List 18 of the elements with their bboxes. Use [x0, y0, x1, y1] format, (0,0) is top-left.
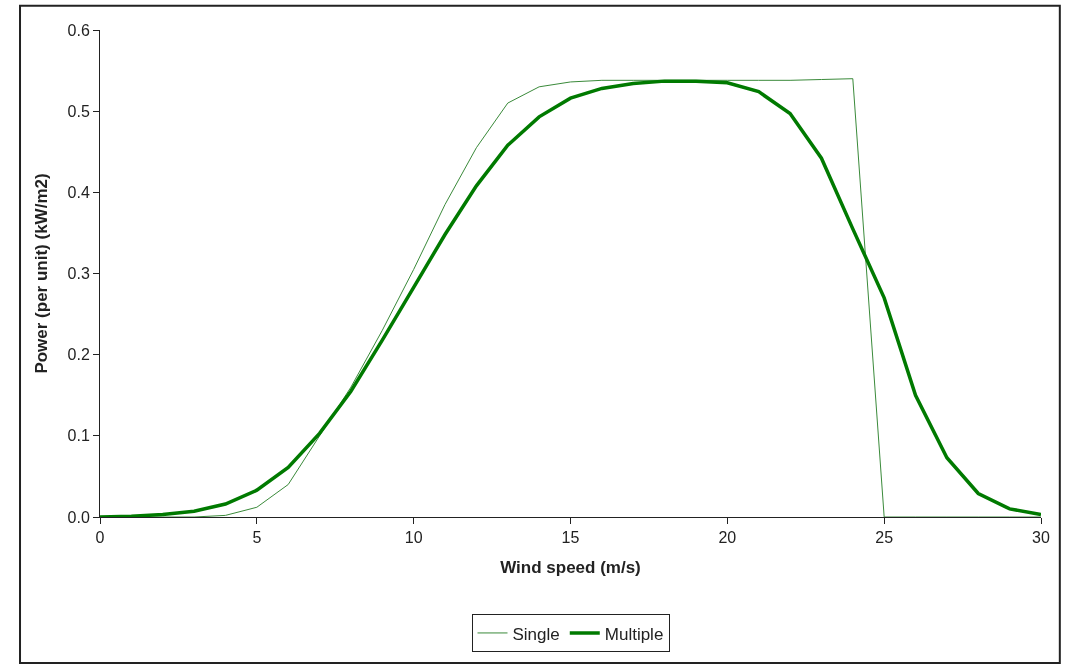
- x-tick-label: 25: [875, 529, 894, 547]
- x-tick-label: 30: [1032, 529, 1050, 547]
- y-tick-label: 0.5: [67, 102, 90, 120]
- y-tick-label: 0.4: [67, 183, 90, 201]
- legend-label: Single: [512, 624, 560, 644]
- y-tick-label: 0.2: [67, 346, 90, 364]
- x-tick-label: 0: [95, 529, 105, 547]
- y-tick-label: 0.1: [67, 427, 90, 445]
- x-tick-label: 10: [404, 529, 423, 547]
- legend-label: Multiple: [604, 624, 664, 644]
- x-tick-label: 20: [718, 529, 737, 547]
- x-tick-label: 15: [561, 529, 580, 547]
- y-tick-label: 0.3: [67, 265, 90, 283]
- x-tick-label: 5: [252, 529, 262, 547]
- x-axis-title: Wind speed (m/s): [500, 557, 641, 577]
- y-tick-label: 0.6: [67, 21, 90, 39]
- y-tick-label: 0.0: [67, 508, 90, 526]
- y-axis-title: Power (per unit) (kW/m2): [32, 173, 52, 374]
